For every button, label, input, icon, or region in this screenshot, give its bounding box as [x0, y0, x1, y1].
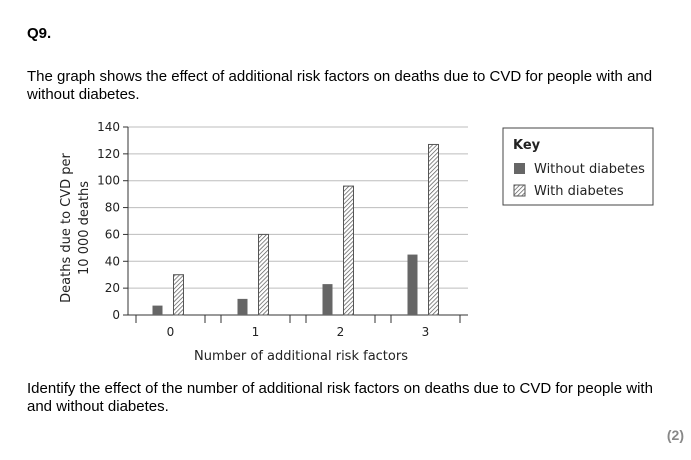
legend: Key Without diabetes With diabetes [502, 127, 654, 206]
y-axis-title-line2: 10 000 deaths [77, 181, 92, 275]
bar-with-diabetes [428, 143, 439, 316]
legend-swatch-with-diabetes [513, 184, 526, 197]
legend-label-without-diabetes: Without diabetes [534, 162, 645, 177]
question-intro: The graph shows the effect of additional… [27, 68, 653, 103]
x-axis-title: Number of additional risk factors [194, 349, 408, 364]
y-tick-label: 120 [97, 147, 120, 161]
bars [152, 143, 439, 316]
y-tick-label: 0 [112, 308, 120, 322]
bar-without-diabetes [407, 254, 418, 315]
y-tick-label: 40 [105, 254, 120, 268]
bar-without-diabetes [152, 305, 163, 315]
legend-title: Key [513, 138, 541, 153]
y-axis-title-line1: Deaths due to CVD per [59, 152, 74, 302]
x-tick-label: 3 [422, 325, 430, 339]
x-tick-label: 1 [252, 325, 260, 339]
y-tick-label: 60 [105, 227, 120, 241]
tick-labels: 0 20 40 60 80 100 120 140 0 1 2 3 [97, 120, 429, 339]
cvd-bar-chart: 0 20 40 60 80 100 120 140 0 1 2 3 Deaths due to CVD… [59, 120, 654, 364]
legend-box [502, 127, 654, 206]
bar-with-diabetes [258, 233, 269, 316]
y-tick-label: 140 [97, 120, 120, 134]
y-tick-label: 20 [105, 281, 120, 295]
bar-with-diabetes [173, 274, 184, 316]
bar-without-diabetes [237, 298, 248, 315]
x-tick-label: 2 [337, 325, 345, 339]
legend-label-with-diabetes: With diabetes [534, 184, 624, 199]
y-tick-label: 100 [97, 174, 120, 188]
bar-with-diabetes [343, 185, 354, 316]
marks-label: (2) [666, 427, 684, 443]
legend-swatch-without-diabetes [514, 163, 525, 174]
question-number: Q9. [27, 25, 52, 42]
question-prompt: Identify the effect of the number of add… [27, 380, 653, 415]
y-tick-label: 80 [105, 201, 120, 215]
x-tick-label: 0 [167, 325, 175, 339]
bar-without-diabetes [322, 284, 333, 315]
